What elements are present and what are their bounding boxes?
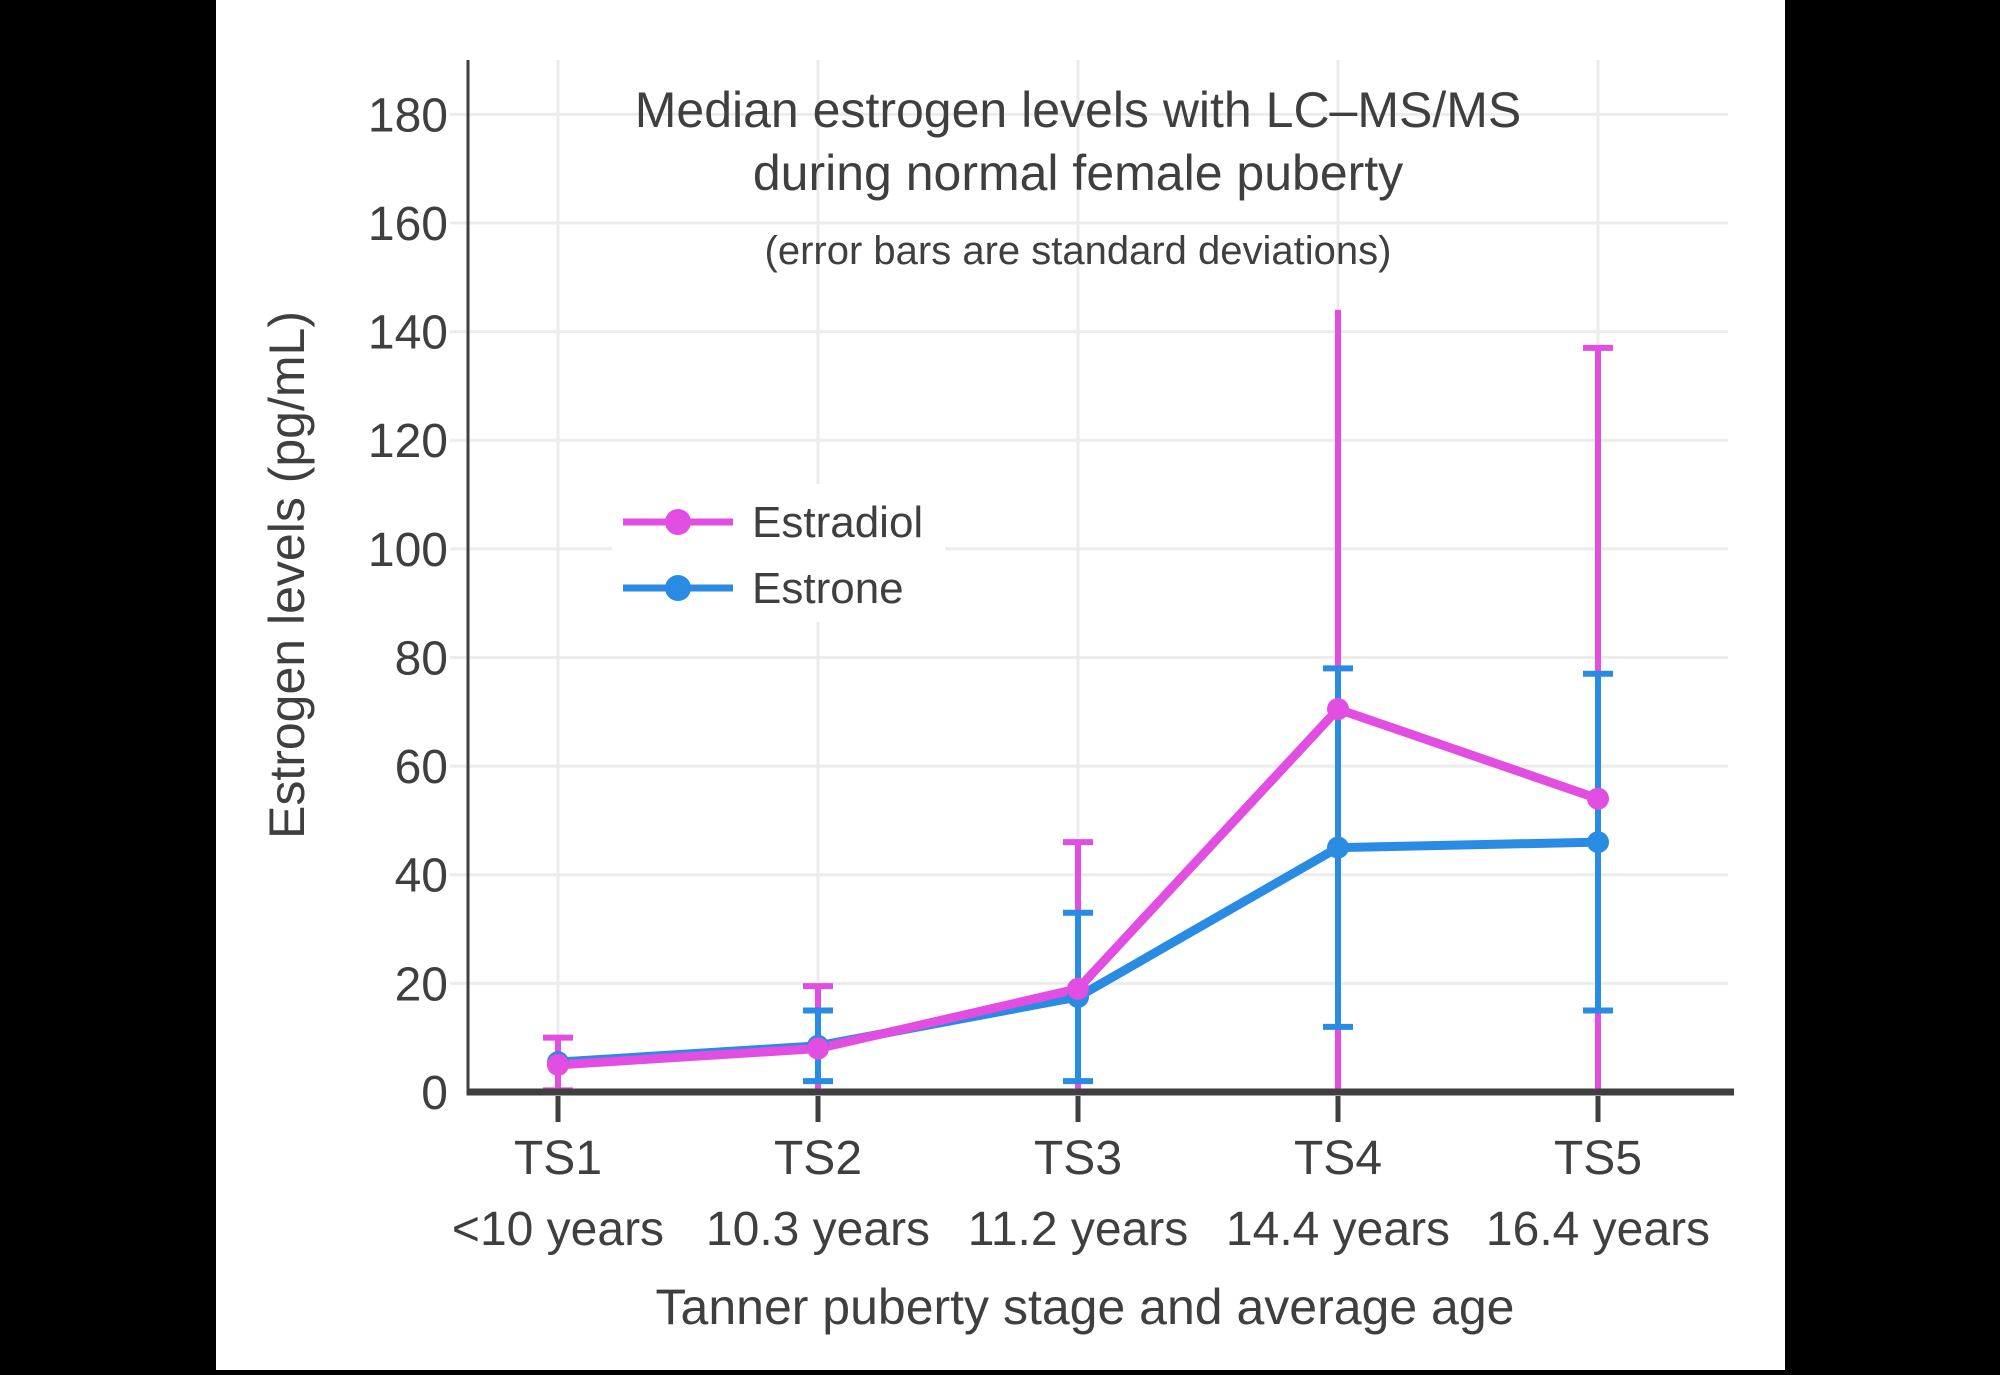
x-tick-label-TS3: TS3	[1034, 1132, 1122, 1185]
chart-panel	[216, 0, 1785, 1370]
y-tick-label-140: 140	[368, 307, 448, 360]
x-tick-sublabel-TS4: 14.4 years	[1226, 1203, 1450, 1256]
y-tick-label-160: 160	[368, 198, 448, 251]
y-axis-title: Estrogen levels (pg/mL)	[259, 311, 315, 839]
point-estradiol-TS4[interactable]	[1327, 698, 1349, 721]
y-tick-label-0: 0	[421, 1067, 448, 1120]
x-tick-sublabel-TS2: 10.3 years	[706, 1203, 930, 1256]
legend-estrone-label: Estrone	[752, 564, 904, 613]
point-estradiol-TS3[interactable]	[1067, 977, 1089, 1000]
x-tick-label-TS1: TS1	[514, 1132, 602, 1185]
legend: Estradiol Estrone	[612, 484, 945, 622]
point-estradiol-TS5[interactable]	[1587, 787, 1609, 810]
y-tick-label-120: 120	[368, 415, 448, 468]
axes-layer	[466, 60, 1734, 1122]
chart-subtitle: (error bars are standard deviations)	[765, 229, 1392, 273]
legend-estradiol-marker-swatch	[665, 509, 691, 535]
y-tick-label-60: 60	[395, 741, 448, 794]
markers-estradiol	[547, 698, 1609, 1076]
tick-labels-layer: 0 20 40 60 80 100 120 140 160 180 TS1 <10 years TS2 1…	[368, 89, 1710, 1256]
x-tick-label-TS2: TS2	[774, 1132, 862, 1185]
x-tick-sublabel-TS5: 16.4 years	[1486, 1203, 1710, 1256]
y-tick-label-40: 40	[395, 850, 448, 903]
legend-estrone-marker-swatch	[665, 575, 691, 601]
x-tick-label-TS5: TS5	[1554, 1132, 1642, 1185]
point-estrone-TS4[interactable]	[1327, 836, 1349, 859]
y-tick-label-20: 20	[395, 958, 448, 1011]
legend-estradiol-label: Estradiol	[752, 498, 923, 547]
legend-item-estrone[interactable]: Estrone	[623, 564, 904, 613]
point-estradiol-TS1[interactable]	[547, 1053, 569, 1076]
y-tick-label-80: 80	[395, 632, 448, 685]
chart-title-line1: Median estrogen levels with LC–MS/MS	[635, 82, 1522, 138]
x-tick-label-TS4: TS4	[1294, 1132, 1382, 1185]
series-layer	[543, 309, 1613, 1094]
letterbox-right	[1785, 0, 2000, 1370]
x-tick-sublabel-TS3: 11.2 years	[968, 1203, 1189, 1256]
legend-background	[612, 484, 945, 622]
x-axis-title: Tanner puberty stage and average age	[656, 1279, 1515, 1335]
x-tick-sublabel-TS1: <10 years	[452, 1203, 664, 1256]
chart-title-line2: during normal female puberty	[753, 145, 1403, 201]
y-tick-label-100: 100	[368, 524, 448, 577]
point-estrone-TS5[interactable]	[1587, 831, 1609, 854]
point-estradiol-TS2[interactable]	[807, 1037, 829, 1060]
y-tick-label-180: 180	[368, 89, 448, 142]
letterbox-left	[0, 0, 216, 1370]
legend-item-estradiol[interactable]: Estradiol	[623, 498, 923, 547]
